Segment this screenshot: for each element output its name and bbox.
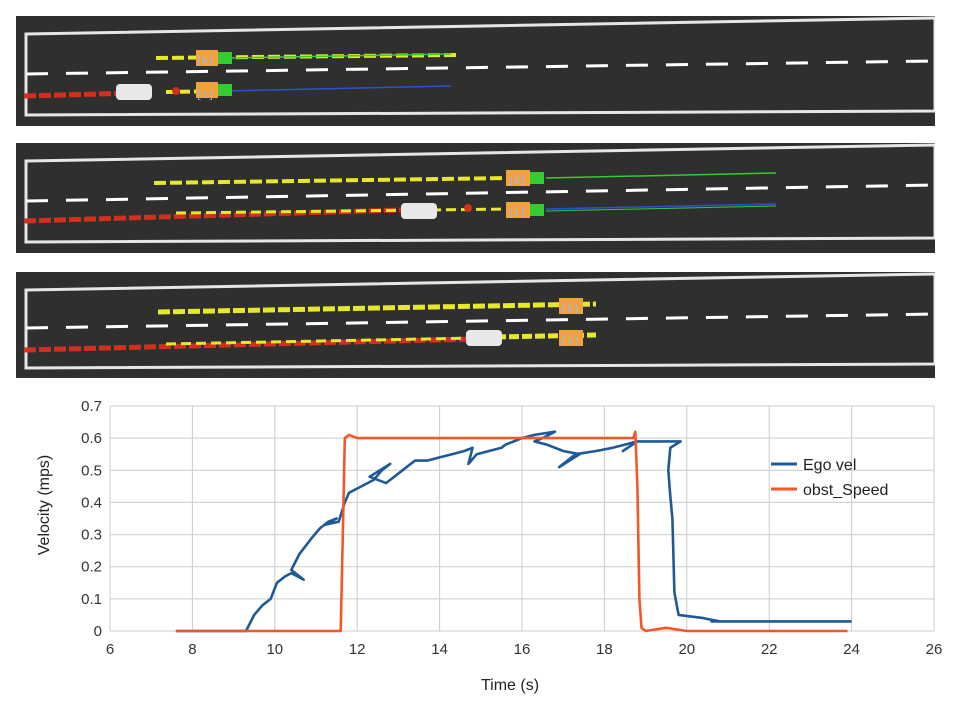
y-tick-labels: 0 0.1 0.2 0.3 0.4 0.5 0.6 0.7 bbox=[81, 398, 102, 640]
planned-path-blue bbox=[545, 203, 777, 210]
ego-trajectory bbox=[23, 207, 402, 224]
obstacle-label-1: [1] bbox=[508, 208, 526, 220]
x-tick-label: 22 bbox=[761, 641, 778, 658]
scene-panel-2: [0] [1] bbox=[16, 143, 935, 253]
x-tick-label: 26 bbox=[926, 641, 943, 658]
velocity-chart: 6 8 10 12 14 16 18 20 22 24 26 0 0.1 0.2 0.3 0.4 0.5 0.6… bbox=[0, 385, 960, 720]
planned-path-green bbox=[225, 53, 452, 59]
y-tick-label: 0.2 bbox=[81, 559, 102, 576]
y-tick-label: 0.6 bbox=[81, 430, 102, 447]
obstacle-trajectory bbox=[157, 301, 597, 315]
obstacle-trajectory bbox=[153, 176, 512, 185]
planned-path-blue bbox=[225, 85, 452, 92]
ego-forward-trajectory bbox=[175, 207, 512, 215]
scene-panel-3: [0] [1] bbox=[16, 272, 935, 378]
y-tick-label: 0 bbox=[94, 623, 102, 640]
series-line-ego-vel bbox=[175, 430, 852, 633]
road-boundary bbox=[24, 143, 935, 244]
obstacle-marker-1 bbox=[530, 204, 544, 216]
ego-vehicle bbox=[466, 330, 502, 346]
obstacle-box-1 bbox=[506, 202, 530, 218]
chart-legend: Ego vel obst_Speed bbox=[771, 457, 888, 499]
obstacle-box-1 bbox=[196, 82, 218, 98]
chart-series bbox=[175, 430, 852, 633]
x-tick-label: 14 bbox=[431, 641, 448, 658]
series-line-obst-speed bbox=[175, 430, 848, 633]
ego-target-point bbox=[464, 204, 472, 212]
obstacle-box-0 bbox=[506, 170, 530, 186]
road-boundary bbox=[24, 272, 935, 370]
x-tick-label: 24 bbox=[843, 641, 860, 658]
x-tick-label: 8 bbox=[188, 641, 196, 658]
obstacle-label-0: [0] bbox=[508, 176, 526, 188]
obstacle-box-1 bbox=[559, 330, 583, 346]
x-tick-labels: 6 8 10 12 14 16 18 20 22 24 26 bbox=[106, 641, 943, 658]
velocity-chart-svg: 6 8 10 12 14 16 18 20 22 24 26 0 0.1 0.2 0.3 0.4 0.5 0.6… bbox=[36, 398, 943, 694]
ego-target-point bbox=[172, 87, 180, 95]
y-tick-label: 0.1 bbox=[81, 591, 102, 608]
legend-label-obst-speed: obst_Speed bbox=[803, 482, 888, 499]
lane-divider bbox=[25, 312, 935, 330]
obstacle-marker-0 bbox=[530, 172, 544, 184]
road-boundary bbox=[24, 16, 935, 117]
obstacle-label-0: [0] bbox=[561, 304, 579, 316]
chart-grid bbox=[109, 405, 935, 632]
obstacle-label-0: [0] bbox=[196, 56, 214, 68]
lane-divider bbox=[25, 59, 935, 76]
scene-panel-1: [0] [1] bbox=[16, 16, 935, 126]
obstacle-marker-0 bbox=[218, 52, 232, 64]
y-tick-label: 0.5 bbox=[81, 462, 102, 479]
x-tick-label: 18 bbox=[596, 641, 613, 658]
ego-mid-trajectory bbox=[165, 336, 477, 346]
x-axis-label: Time (s) bbox=[481, 677, 539, 694]
x-tick-label: 12 bbox=[349, 641, 366, 658]
obstacle-marker-1 bbox=[218, 84, 232, 96]
y-axis-label: Velocity (mps) bbox=[36, 455, 53, 555]
planned-path-green-2 bbox=[545, 205, 777, 212]
x-tick-label: 6 bbox=[106, 641, 114, 658]
y-tick-label: 0.7 bbox=[81, 398, 102, 415]
obstacle-label-1: [1] bbox=[196, 90, 214, 102]
ego-vehicle bbox=[116, 84, 152, 100]
obstacle-label-1: [1] bbox=[561, 336, 579, 348]
ego-vehicle bbox=[401, 203, 437, 219]
planned-path-green bbox=[545, 172, 777, 179]
y-tick-label: 0.3 bbox=[81, 527, 102, 544]
x-tick-label: 10 bbox=[266, 641, 283, 658]
x-tick-label: 16 bbox=[514, 641, 531, 658]
obstacle-box-0 bbox=[196, 50, 218, 66]
x-tick-label: 20 bbox=[678, 641, 695, 658]
y-tick-label: 0.4 bbox=[81, 494, 102, 511]
obstacle-box-0 bbox=[559, 298, 583, 314]
legend-label-ego-vel: Ego vel bbox=[803, 457, 856, 474]
lane-divider bbox=[25, 183, 935, 203]
